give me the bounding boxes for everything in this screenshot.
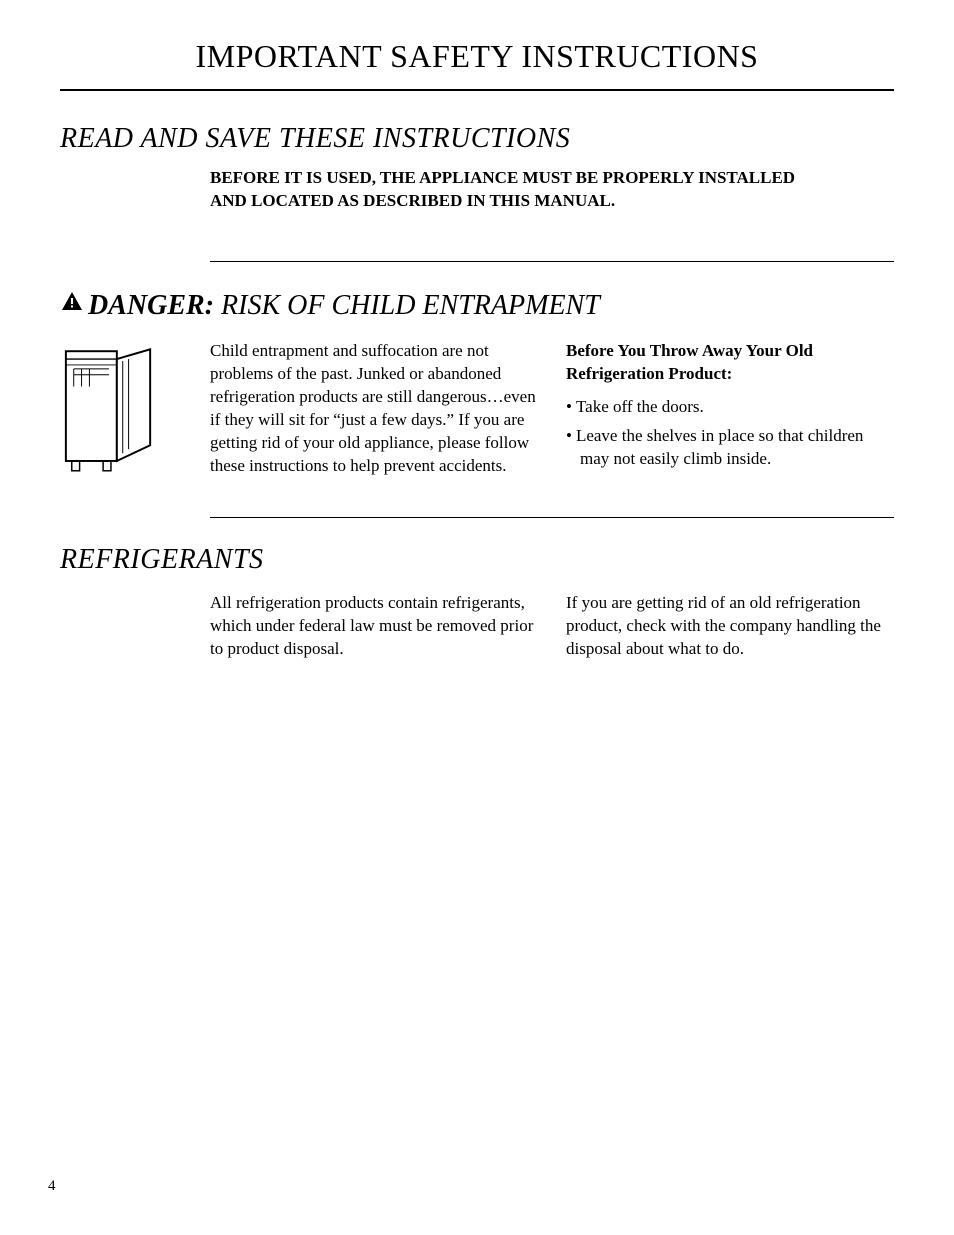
refrig-col-right: If you are getting rid of an old refrige… [566, 592, 894, 661]
danger-para: Child entrapment and suffocation are not… [210, 340, 538, 478]
page: IMPORTANT SAFETY INSTRUCTIONS READ AND S… [0, 0, 954, 1235]
section3-heading: REFRIGERANTS [60, 544, 894, 576]
list-item: Leave the shelves in place so that child… [566, 425, 894, 471]
refrigerants-columns: All refrigeration products contain refri… [210, 592, 894, 661]
refrig-para-2: If you are getting rid of an old refrige… [566, 592, 894, 661]
disposal-list-heading: Before You Throw Away Your Old Refrigera… [566, 340, 894, 386]
page-number: 4 [48, 1178, 56, 1195]
section-rule-1 [210, 261, 894, 262]
danger-body: Child entrapment and suffocation are not… [60, 340, 894, 481]
fridge-icon [60, 346, 158, 476]
intro-text: BEFORE IT IS USED, THE APPLIANCE MUST BE… [210, 167, 834, 213]
disposal-list: Take off the doors. Leave the shelves in… [566, 396, 894, 471]
refrig-col-left: All refrigeration products contain refri… [210, 592, 538, 661]
warning-icon [60, 290, 84, 322]
page-title: IMPORTANT SAFETY INSTRUCTIONS [60, 38, 894, 75]
section1-heading: READ AND SAVE THESE INSTRUCTIONS [60, 123, 894, 155]
danger-heading-rest: RISK OF CHILD ENTRAPMENT [214, 290, 600, 321]
intro-block: BEFORE IT IS USED, THE APPLIANCE MUST BE… [210, 167, 834, 213]
danger-col-right: Before You Throw Away Your Old Refrigera… [566, 340, 894, 481]
section2-heading: DANGER: RISK OF CHILD ENTRAPMENT [60, 290, 894, 322]
fridge-illustration-slot [60, 340, 190, 481]
list-item: Take off the doors. [566, 396, 894, 419]
section-rule-2 [210, 517, 894, 518]
danger-columns: Child entrapment and suffocation are not… [210, 340, 894, 481]
title-rule [60, 89, 894, 91]
danger-col-left: Child entrapment and suffocation are not… [210, 340, 538, 481]
danger-label: DANGER: [88, 290, 214, 321]
refrig-para-1: All refrigeration products contain refri… [210, 592, 538, 661]
